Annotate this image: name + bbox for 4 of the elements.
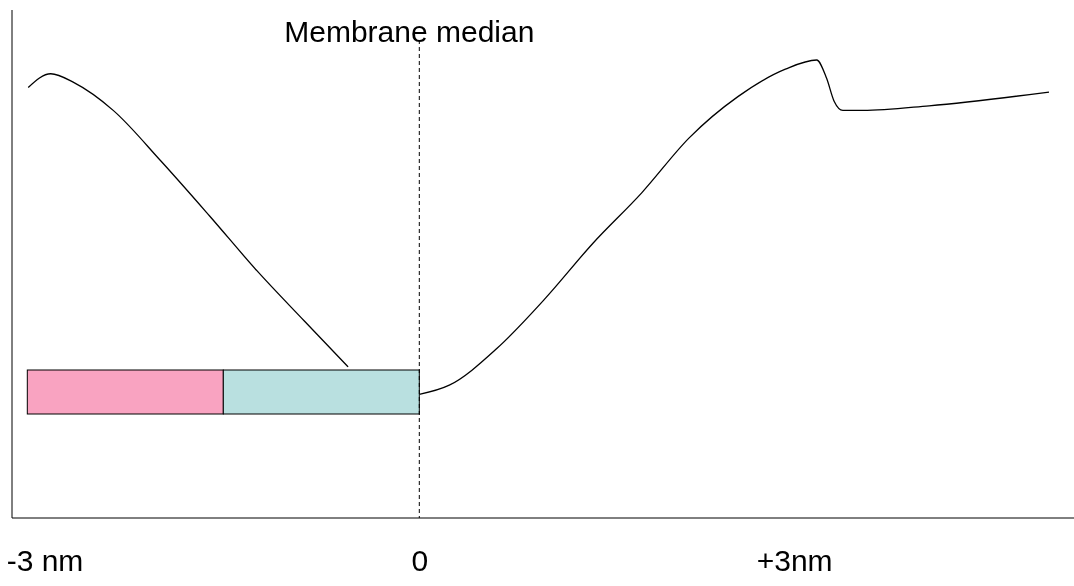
x-tick-label: 0 (411, 544, 429, 578)
x-tick-label: +3nm (756, 544, 833, 578)
ref-line-label: Membrane median (284, 15, 535, 48)
x-tick-label: -3 nm (6, 544, 84, 578)
